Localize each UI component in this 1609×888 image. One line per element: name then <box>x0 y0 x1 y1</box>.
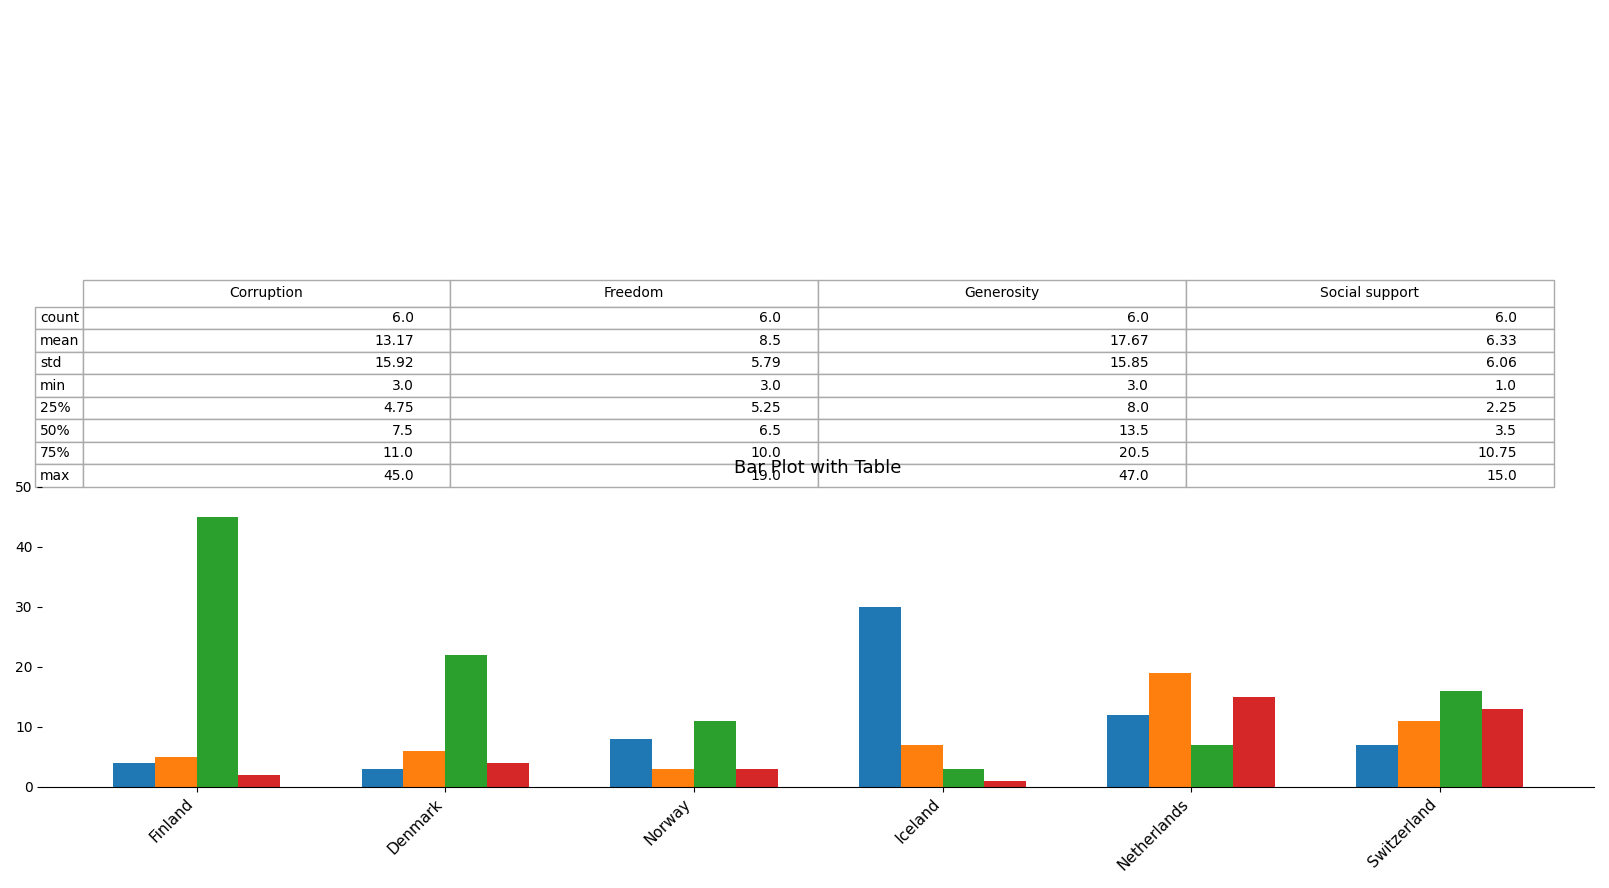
Bar <box>1398 721 1440 787</box>
Bar <box>1149 673 1191 787</box>
Bar <box>859 607 901 787</box>
Bar <box>1440 691 1482 787</box>
Title: Bar Plot with Table: Bar Plot with Table <box>734 459 903 477</box>
Bar <box>652 769 693 787</box>
Bar <box>362 769 404 787</box>
Bar <box>404 750 446 787</box>
Bar <box>901 745 943 787</box>
Bar <box>1107 715 1149 787</box>
Bar <box>1191 745 1232 787</box>
Bar <box>113 763 154 787</box>
Bar <box>488 763 529 787</box>
Bar <box>1482 709 1524 787</box>
Bar <box>610 739 652 787</box>
Bar <box>943 769 985 787</box>
Bar <box>154 757 196 787</box>
Bar <box>1232 697 1274 787</box>
Bar <box>735 769 777 787</box>
Bar <box>196 517 238 787</box>
Bar <box>238 774 280 787</box>
Bar <box>985 781 1027 787</box>
Bar <box>693 721 735 787</box>
Bar <box>1356 745 1398 787</box>
Bar <box>446 654 488 787</box>
